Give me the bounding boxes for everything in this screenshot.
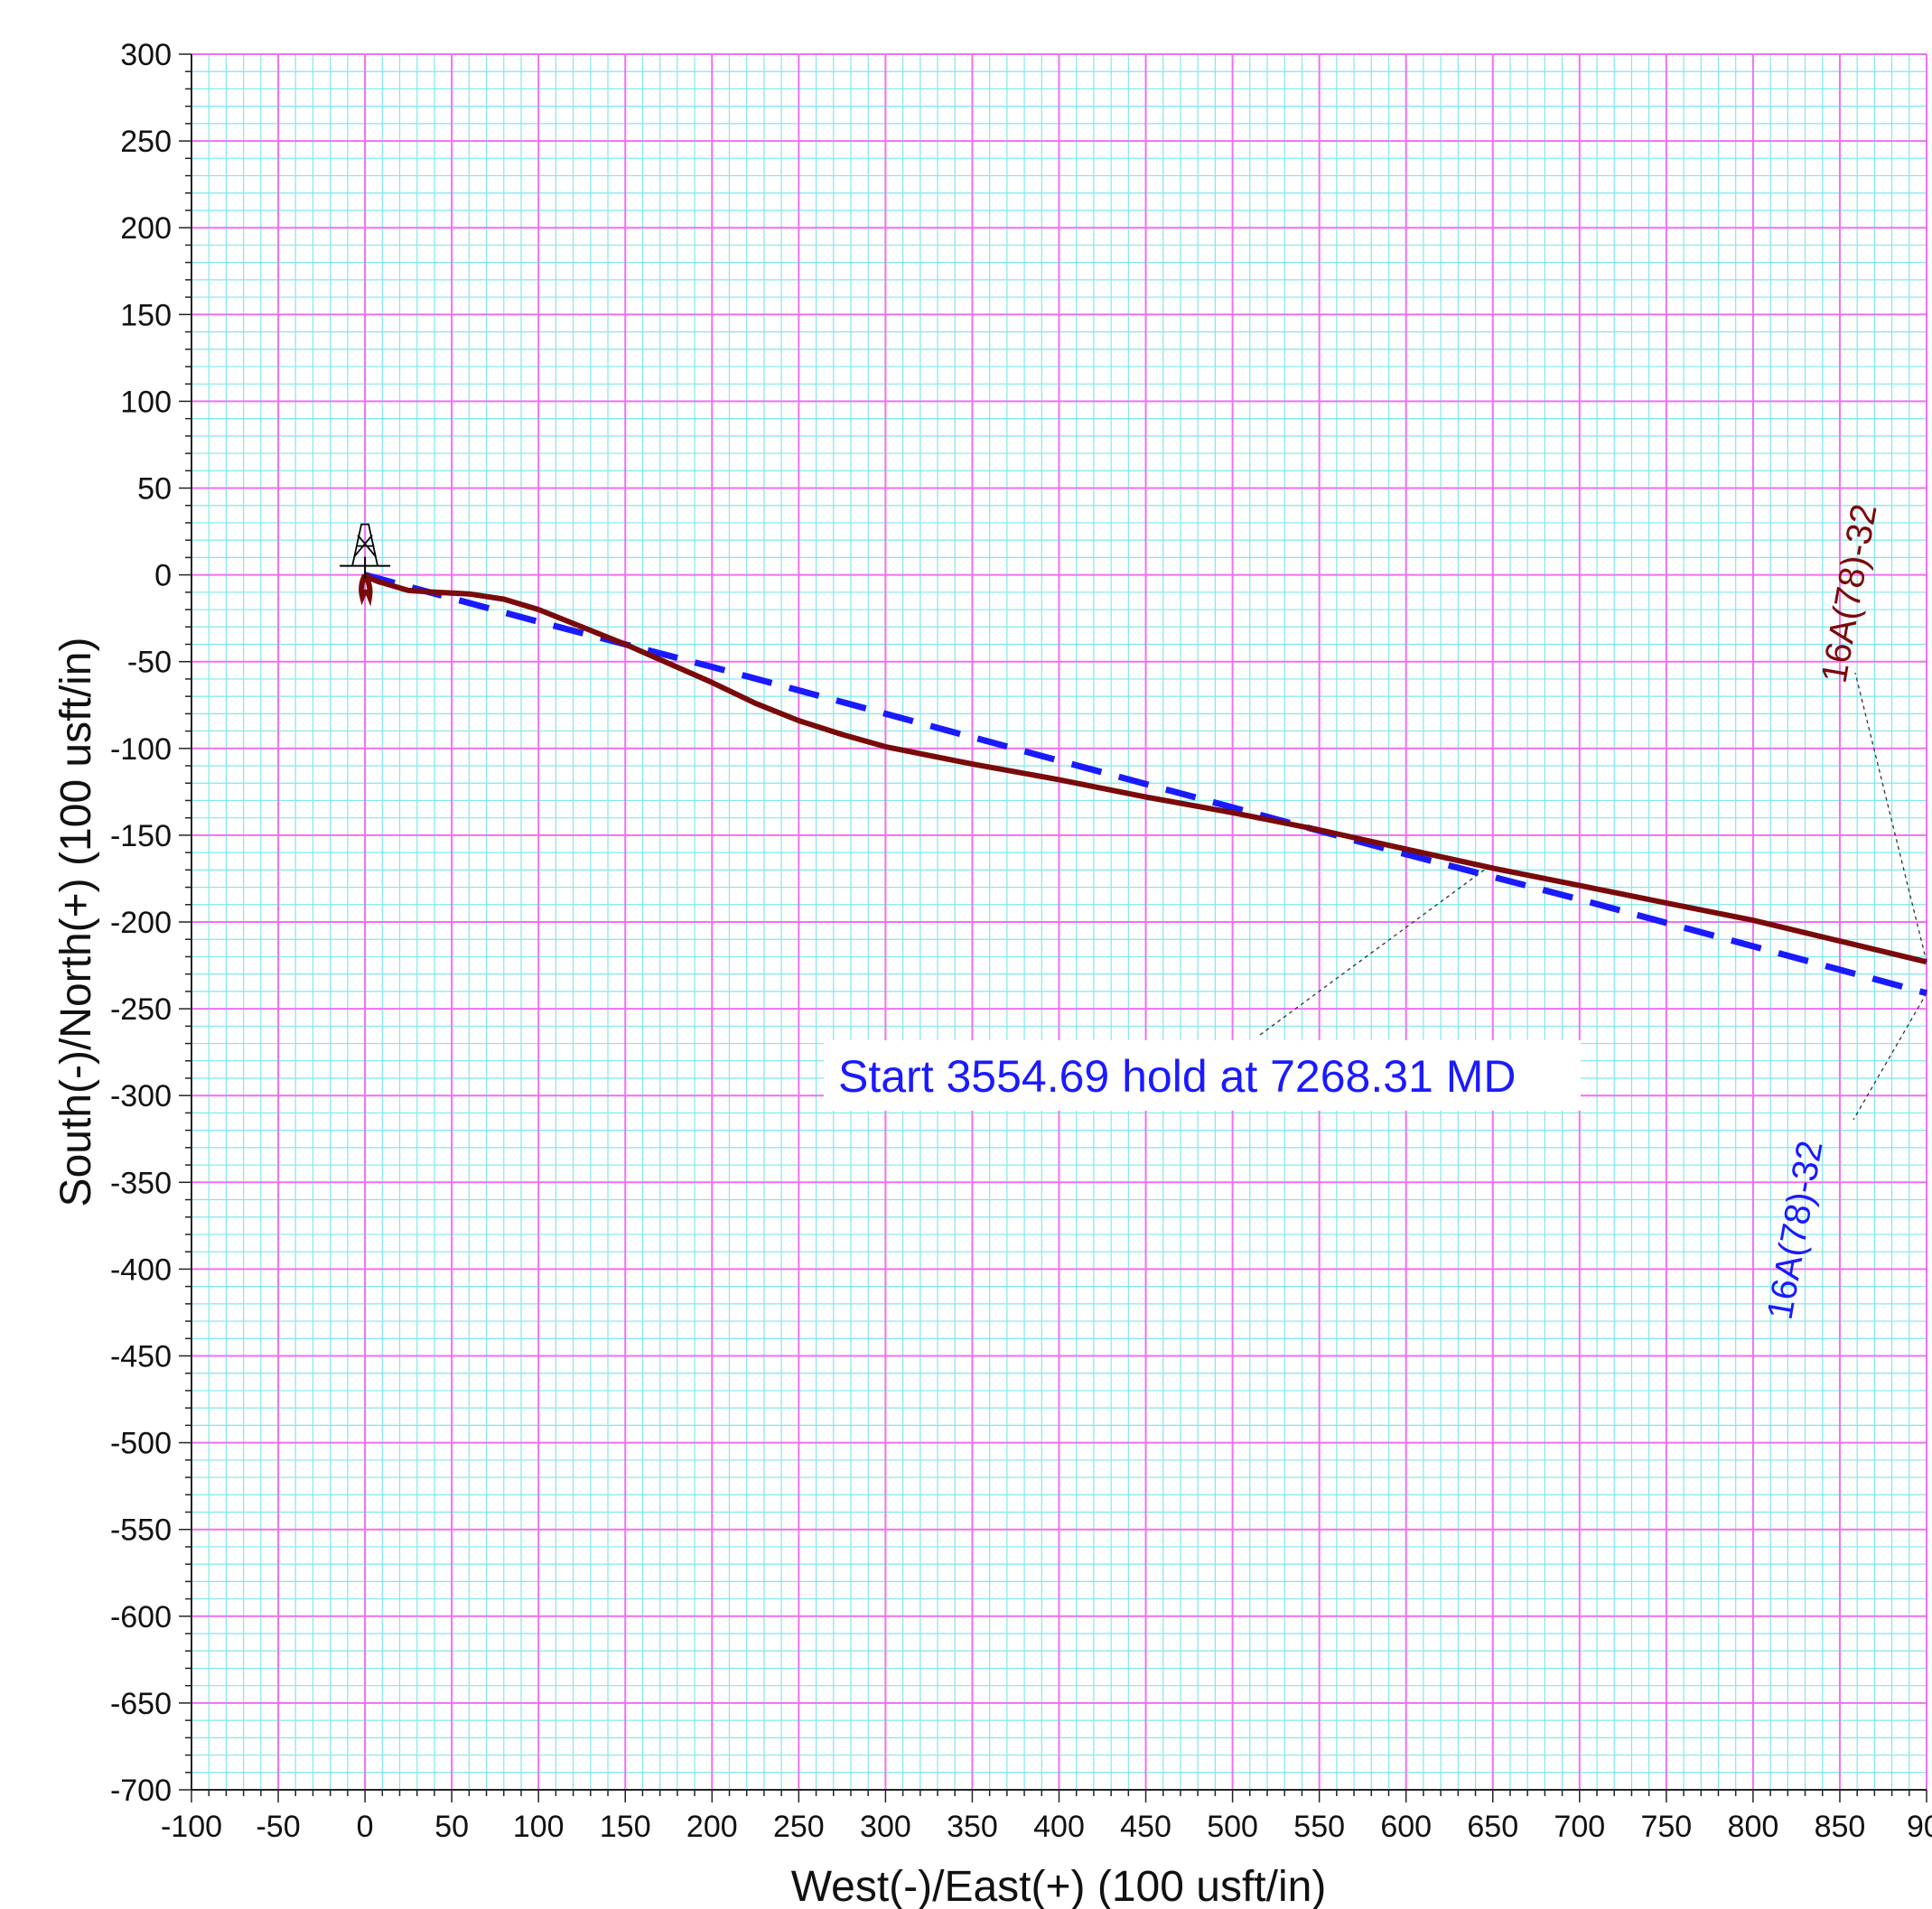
- y-tick-label: -600: [110, 1600, 172, 1634]
- x-tick-label: 200: [686, 1810, 738, 1844]
- x-tick-label: -100: [161, 1810, 222, 1844]
- hold-annotation: Start 3554.69 hold at 7268.31 MD: [838, 1051, 1517, 1102]
- y-tick-label: 50: [137, 472, 172, 507]
- plan-label-leader: [1853, 992, 1927, 1121]
- y-tick-label: -300: [110, 1079, 172, 1113]
- x-tick-label: 250: [773, 1810, 825, 1844]
- actual-label-leader: [1854, 672, 1927, 963]
- y-tick-label: -500: [110, 1427, 172, 1461]
- x-tick-label: 150: [600, 1810, 651, 1844]
- x-tick-label: 600: [1380, 1810, 1432, 1844]
- y-tick-label: -400: [110, 1252, 172, 1287]
- drilling-rig-icon: [340, 523, 391, 579]
- x-tick-label: 850: [1815, 1810, 1866, 1844]
- y-tick-label: -100: [110, 732, 172, 767]
- y-tick-label: -350: [110, 1166, 172, 1200]
- x-tick-label: 750: [1640, 1810, 1692, 1844]
- x-tick-label: 650: [1467, 1810, 1518, 1844]
- y-tick-label: -250: [110, 992, 172, 1027]
- tick-marks: [179, 53, 1927, 1802]
- x-axis-title: West(-)/East(+) (100 usft/in): [791, 1863, 1327, 1909]
- y-tick-label: 200: [120, 211, 172, 246]
- x-tick-label: 450: [1120, 1810, 1171, 1844]
- y-tick-label: -450: [110, 1340, 172, 1374]
- actual-trajectory-loop: [359, 573, 373, 607]
- rig-derrick: [351, 523, 378, 566]
- hold-annotation-leader: [1259, 869, 1485, 1036]
- x-tick-label: 50: [434, 1810, 469, 1844]
- leader-lines: [1259, 672, 1927, 1121]
- y-tick-label: 300: [120, 38, 172, 72]
- x-tick-label: 500: [1207, 1810, 1258, 1844]
- x-tick-label: 350: [947, 1810, 998, 1844]
- callout-box: [824, 1040, 1581, 1111]
- y-tick-label: -700: [110, 1774, 172, 1808]
- x-tick-labels: -100 -50 0 50 100 150 200 250 300 350 400 450 500 550…: [161, 1810, 1932, 1844]
- series-layer: [359, 572, 1927, 997]
- y-tick-label: 0: [154, 559, 172, 593]
- x-tick-label: 400: [1033, 1810, 1085, 1844]
- y-tick-labels: 300 250 200 150 100 50 0 -50 -100 -150 -200 -250 -30…: [110, 38, 172, 1808]
- x-tick-label: 100: [513, 1810, 565, 1844]
- y-tick-label: 100: [120, 385, 172, 419]
- y-tick-label: -150: [110, 819, 172, 853]
- actual-trajectory-line: [363, 573, 1927, 965]
- y-tick-label: -650: [110, 1687, 172, 1721]
- x-tick-label: 700: [1554, 1810, 1605, 1844]
- x-tick-label: 0: [357, 1810, 374, 1844]
- x-tick-label: 800: [1728, 1810, 1779, 1844]
- x-tick-label: 300: [860, 1810, 911, 1844]
- y-axis-title: South(-)/North(+) (100 usft/in): [52, 638, 100, 1207]
- x-tick-label: -50: [256, 1810, 300, 1844]
- x-tick-label: 90: [1907, 1810, 1932, 1844]
- y-tick-label: -550: [110, 1513, 172, 1548]
- y-tick-label: -200: [110, 906, 172, 940]
- y-tick-label: 250: [120, 125, 172, 159]
- y-tick-label: 150: [120, 298, 172, 332]
- y-tick-label: -50: [127, 646, 172, 680]
- x-tick-label: 550: [1293, 1810, 1345, 1844]
